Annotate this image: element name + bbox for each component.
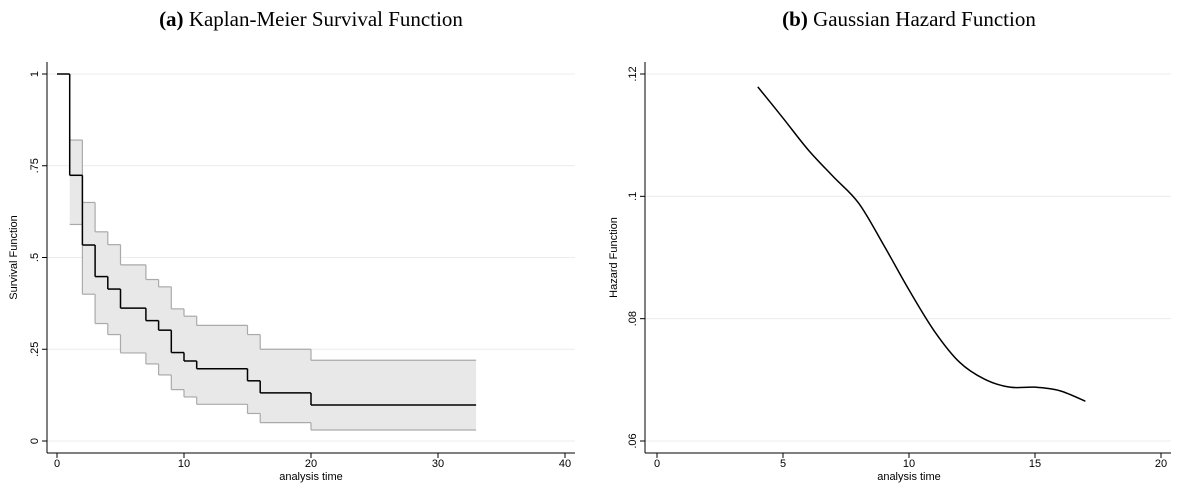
x-tick-label: 40 [559, 458, 571, 470]
x-tick-label: 15 [1029, 458, 1041, 470]
y-tick-label: .25 [29, 342, 41, 357]
x-tick-label: 20 [305, 458, 317, 470]
y-tick-label: .06 [627, 433, 639, 448]
y-axis-title: Survival Function [8, 215, 20, 299]
panel-title: (a) Kaplan-Meier Survival Function [159, 7, 463, 31]
y-tick-label: .1 [627, 192, 639, 201]
x-tick-label: 0 [54, 458, 60, 470]
panel-label: (b) [782, 7, 808, 31]
x-tick-label: 20 [1155, 458, 1167, 470]
title: Gaussian Hazard Function [813, 7, 1036, 31]
x-tick-label: 10 [903, 458, 915, 470]
x-tick-label: 10 [178, 458, 190, 470]
panel-label: (a) [159, 7, 184, 31]
y-tick-label: .12 [627, 66, 639, 81]
y-tick-label: 0 [29, 438, 41, 444]
y-tick-label: 1 [29, 71, 41, 77]
y-tick-label: .75 [29, 158, 41, 173]
title: Kaplan-Meier Survival Function [189, 7, 464, 31]
x-axis-title: analysis time [877, 471, 941, 483]
y-tick-label: .08 [627, 311, 639, 326]
x-axis-title: analysis time [279, 471, 343, 483]
hazard-line [757, 86, 1086, 402]
y-tick-label: .5 [29, 253, 41, 262]
ci-band-fill [69, 140, 477, 430]
x-tick-label: 0 [654, 458, 660, 470]
y-axis-title: Hazard Function [608, 217, 620, 298]
x-tick-label: 5 [780, 458, 786, 470]
x-tick-label: 30 [432, 458, 444, 470]
panel-title: (b) Gaussian Hazard Function [782, 7, 1036, 31]
